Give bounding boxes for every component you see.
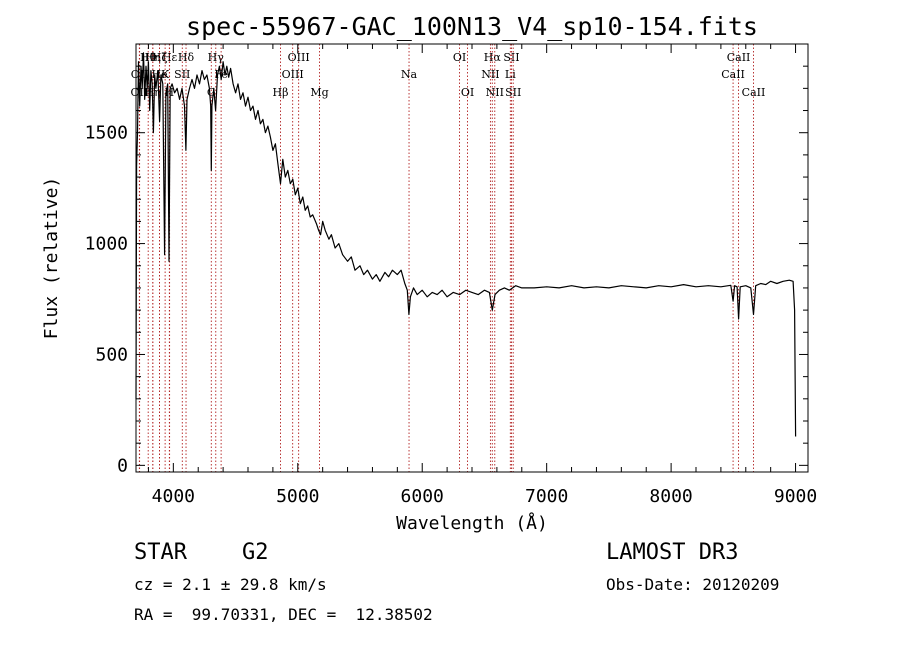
x-tick-label-8000: 8000 (649, 486, 692, 507)
y-tick-label-0: 0 (117, 455, 128, 476)
line-label-26: Li (505, 68, 516, 81)
line-label-5: Hζ (152, 51, 168, 64)
line-label-12: G (207, 86, 216, 99)
line-label-10: Hδ (178, 51, 195, 64)
line-label-23: NII (481, 68, 499, 81)
x-tick-label-7000: 7000 (525, 486, 568, 507)
y-tick-label-1000: 1000 (85, 234, 128, 255)
line-label-28: CaII (727, 51, 751, 64)
line-label-24: NII (486, 86, 504, 99)
line-label-7: Hε (162, 51, 178, 64)
line-label-8: K (161, 68, 170, 81)
y-tick-label-500: 500 (95, 344, 128, 365)
y-tick-label-1500: 1500 (85, 123, 128, 144)
x-tick-label-6000: 6000 (401, 486, 444, 507)
line-markers: OIIOIIHθHηHηHζHeHεKHHδSIIGHγFeHβOIIIOIII… (131, 44, 766, 472)
y-axis-label: Flux (relative) (41, 177, 62, 340)
object-subclass: G2 (242, 540, 269, 565)
line-label-15: Hβ (273, 86, 289, 99)
coordinates: RA = 99.70331, DEC = 12.38502 (134, 605, 433, 624)
spectrum-line-0 (135, 52, 797, 437)
line-label-17: OIII (282, 68, 304, 81)
line-label-3: Hη (145, 51, 161, 64)
line-label-18: Mg (310, 86, 328, 99)
survey-name: LAMOST DR3 (606, 540, 739, 565)
line-label-9: H (165, 86, 175, 99)
line-label-29: CaII (721, 68, 745, 81)
spectrum-chart: spec-55967-GAC_100N13_V4_sp10-154.fits O… (41, 12, 817, 534)
spectrum-series (135, 52, 797, 437)
line-label-25: SII (503, 51, 519, 64)
object-class: STAR (134, 540, 187, 565)
line-label-13: Hγ (208, 51, 225, 64)
line-label-16: OIII (288, 51, 310, 64)
chart-title: spec-55967-GAC_100N13_V4_sp10-154.fits (186, 12, 758, 41)
line-label-22: Hα (484, 51, 502, 64)
redshift-cz: cz = 2.1 ± 29.8 km/s (134, 575, 327, 594)
line-label-20: OI (453, 51, 466, 64)
observation-date: Obs-Date: 20120209 (606, 575, 780, 594)
axes: 4000 5000 6000 7000 8000 9000 0 500 1000 1500 (85, 44, 817, 507)
x-axis-label: Wavelength (Å) (396, 512, 548, 534)
line-label-30: CaII (742, 86, 766, 99)
line-label-19: Na (401, 68, 418, 81)
x-tick-label-9000: 9000 (774, 486, 817, 507)
line-label-21: OI (461, 86, 474, 99)
x-tick-label-5000: 5000 (276, 486, 319, 507)
line-label-11: SII (174, 68, 190, 81)
plot-frame (135, 43, 809, 473)
line-label-27: SII (505, 86, 521, 99)
x-tick-label-4000: 4000 (152, 486, 195, 507)
